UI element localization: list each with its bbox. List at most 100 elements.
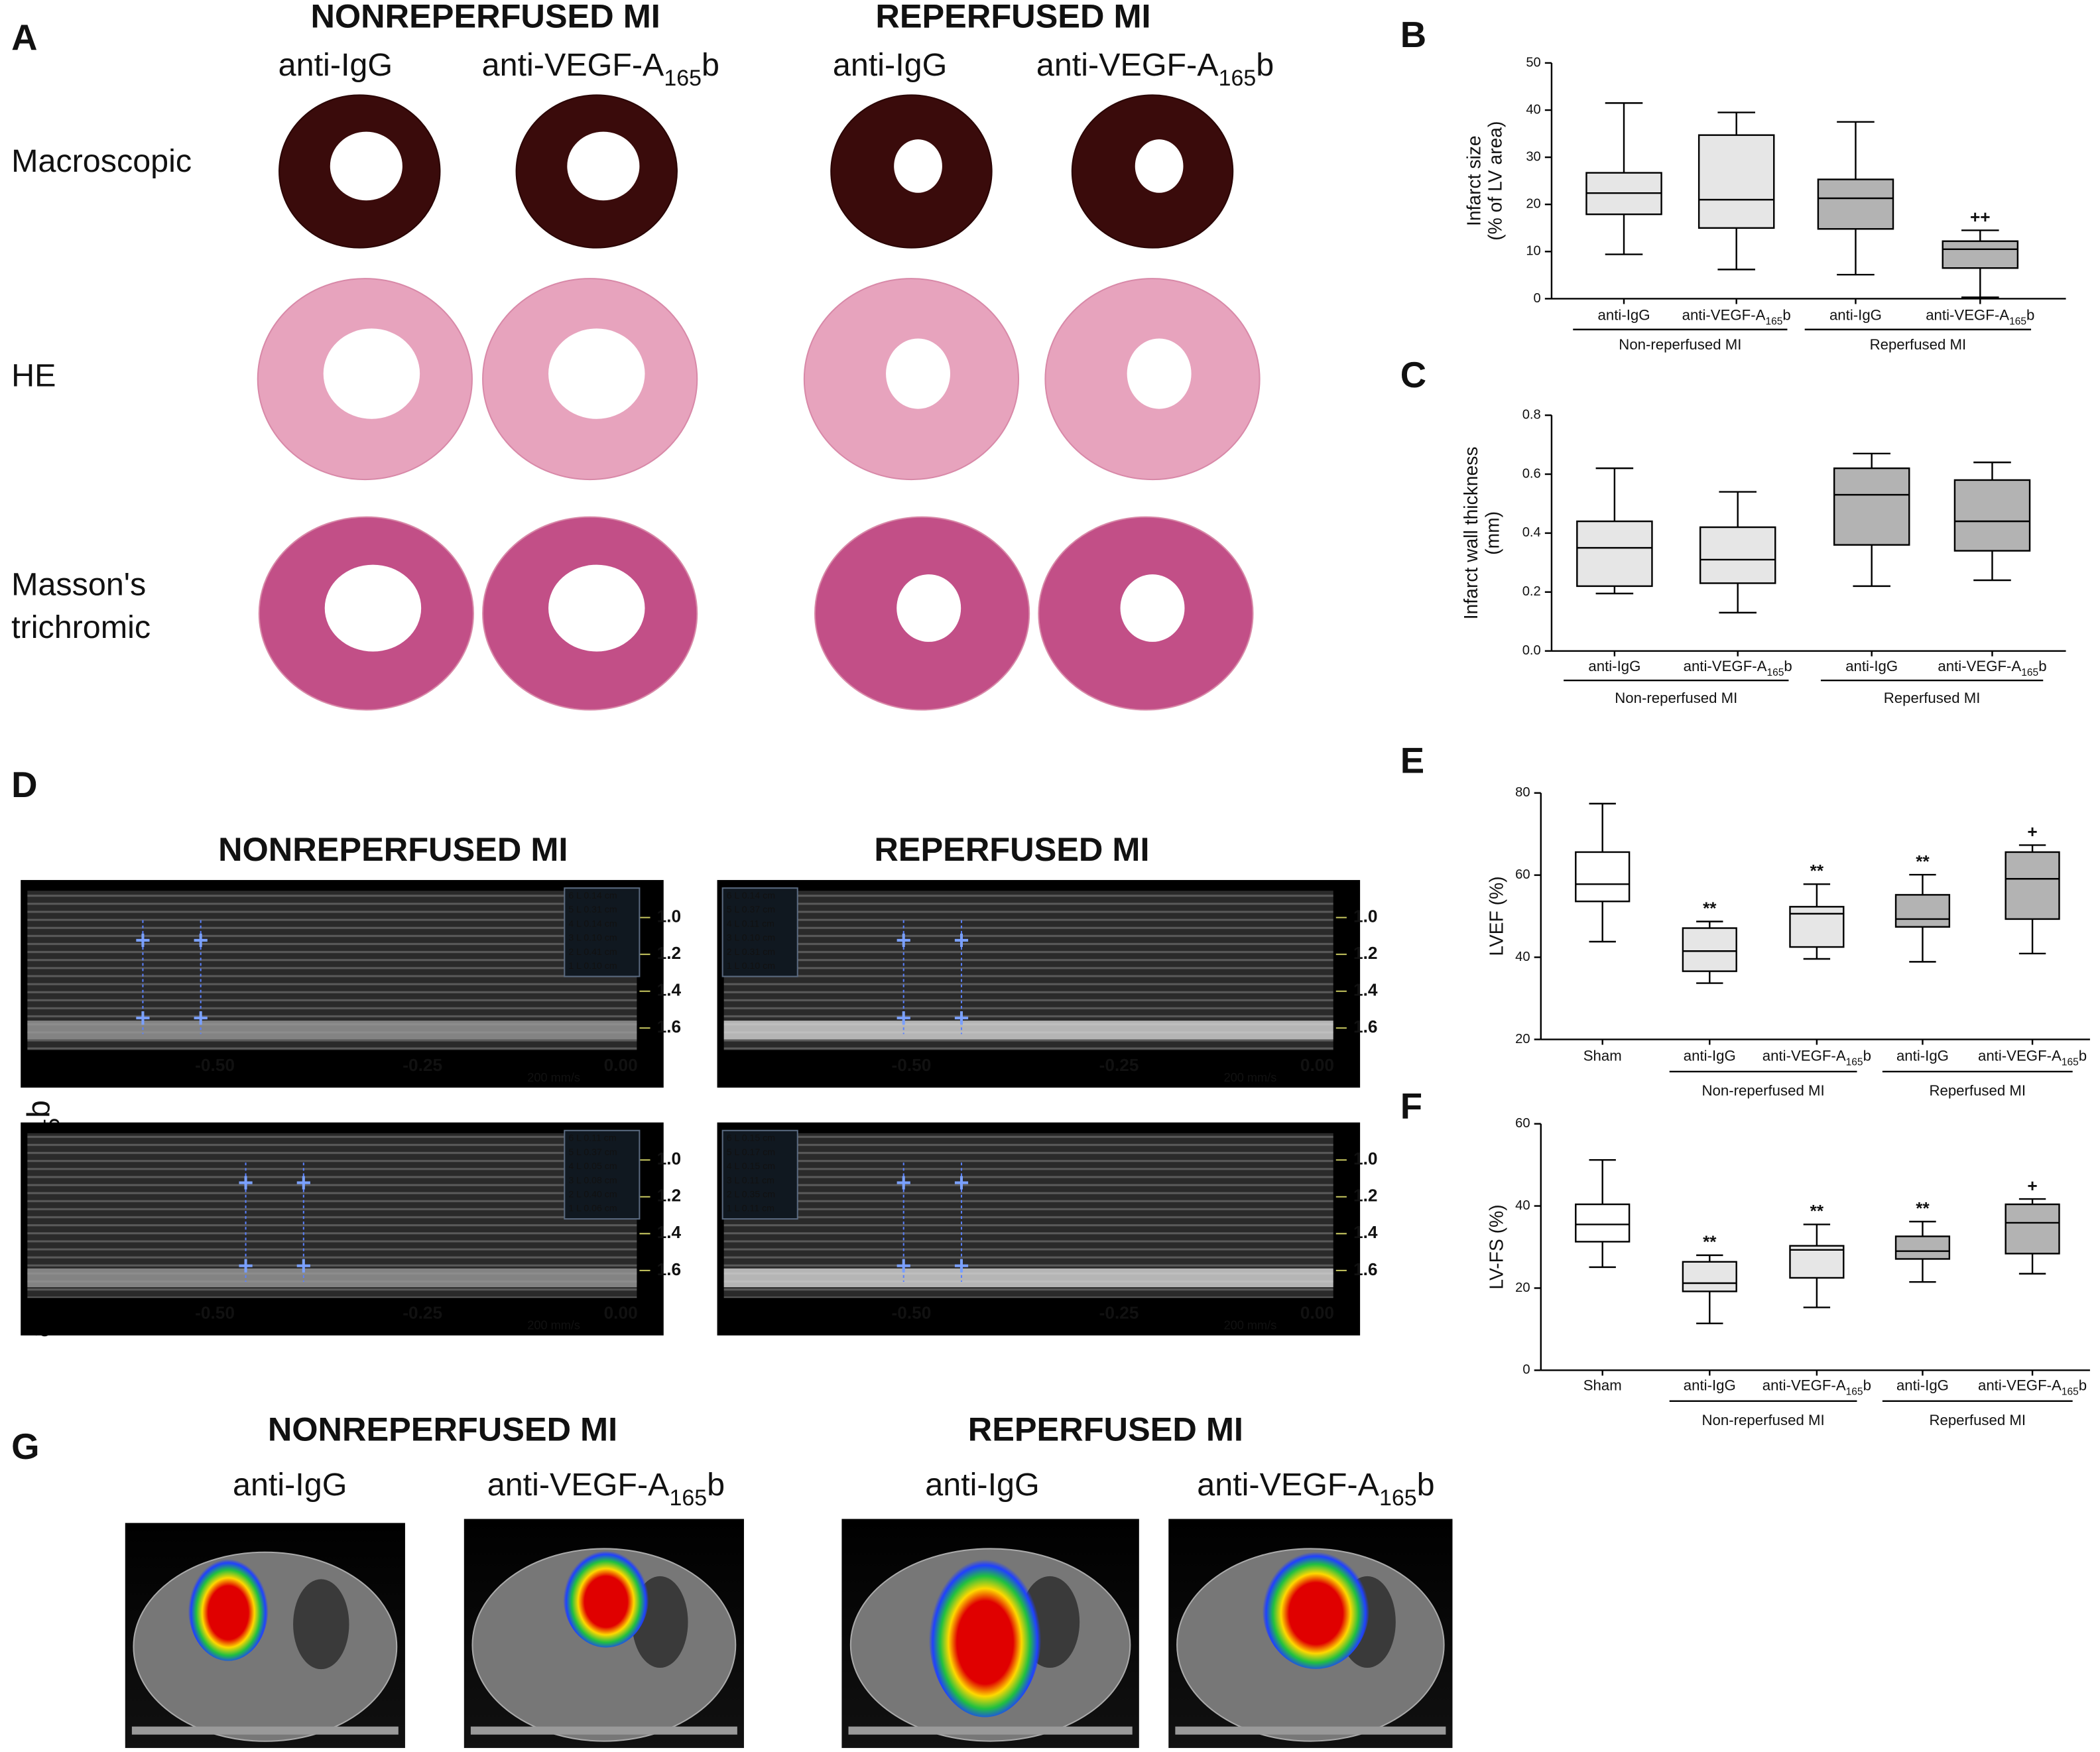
caliper-cross <box>954 933 969 948</box>
measurement: 3 L 0.10 cm <box>568 932 617 943</box>
y-axis-label: (% of LV area) <box>1485 121 1506 241</box>
measurement: 5 L 0.37 cm <box>727 904 775 914</box>
heart-lumen <box>548 564 645 652</box>
caliper-cross <box>896 1176 910 1190</box>
measurement: 4 L 0.14 cm <box>568 918 617 928</box>
x-tick-label: anti-IgG <box>1845 658 1898 674</box>
whisker-low <box>1803 947 1831 960</box>
depth-label: 1.2 <box>657 1186 682 1206</box>
x-tick-label: anti-VEGF-A165b <box>1762 1377 1871 1397</box>
measurement: 2 L 0.31 cm <box>727 946 775 957</box>
speed-label: 200 mm/s <box>1224 1071 1277 1084</box>
annotation: ** <box>1916 1198 1930 1218</box>
x-tick-label: Sham <box>1583 1048 1622 1064</box>
measurement: 6 L 0.14 cm <box>727 890 775 901</box>
label-part: b <box>707 1467 725 1503</box>
y-tick-label: 30 <box>1526 149 1540 164</box>
whisker-low <box>1973 550 2011 582</box>
box <box>2005 1203 2060 1255</box>
whisker-high <box>1803 883 1831 907</box>
measurement: 3 L 0.08 cm <box>568 1174 617 1185</box>
label-part: anti-VEGF-A <box>1978 1048 2062 1064</box>
heart-lumen <box>324 564 422 652</box>
whisker-low <box>1837 229 1875 276</box>
pet-uptake <box>1262 1545 1370 1669</box>
heart-lumen <box>886 338 951 409</box>
depth-label: 1.6 <box>1353 1017 1378 1036</box>
label-part: b <box>1256 47 1274 83</box>
measure-box <box>721 887 798 977</box>
group-title: REPERFUSED MI <box>874 830 1149 868</box>
annotation: ** <box>1810 1201 1824 1221</box>
box <box>1576 520 1653 588</box>
whisker-high <box>1589 802 1616 852</box>
column-label: anti-IgG <box>233 1467 347 1503</box>
group-label: Non-reperfused MI <box>1619 336 1741 353</box>
y-tick-label: 40 <box>1515 950 1530 964</box>
whisker-high <box>1909 873 1936 895</box>
label-part: b <box>21 1100 56 1118</box>
subscript: 165 <box>2062 1056 2079 1068</box>
whisker-low <box>1595 586 1634 595</box>
y-tick-label: 0.6 <box>1522 466 1541 481</box>
measurement: 4 L 0.05 cm <box>568 1160 617 1171</box>
ct-body <box>133 1551 398 1742</box>
box <box>1682 927 1737 972</box>
depth-label: 1.0 <box>657 907 682 926</box>
time-label: 0.00 <box>1300 1302 1334 1322</box>
measurement: 2 L 0.40 cm <box>568 1188 617 1199</box>
whisker-low <box>1961 268 1999 298</box>
y-tick-label: 0.2 <box>1522 584 1541 599</box>
group-label: Reperfused MI <box>1884 690 1981 706</box>
group-title: NONREPERFUSED MI <box>268 1410 617 1448</box>
y-tick-label: 60 <box>1515 1116 1530 1131</box>
box <box>1789 1245 1845 1279</box>
row-label: Masson's <box>11 567 146 603</box>
heart-lumen <box>567 131 640 201</box>
heart-lumen <box>1120 574 1185 642</box>
measurement: 6 L 0.14 cm <box>568 890 617 901</box>
whisker-high <box>1595 467 1634 522</box>
ct-lung <box>293 1579 349 1670</box>
whisker-high <box>1605 102 1643 173</box>
y-axis-label: LV-FS (%) <box>1486 1204 1507 1289</box>
ct-bed <box>1175 1726 1446 1735</box>
subscript: 165 <box>1846 1056 1863 1068</box>
heart-lumen <box>894 139 942 193</box>
subscript: 165 <box>1766 667 1784 678</box>
x-tick-label: anti-VEGF-A165b <box>1938 658 2046 678</box>
annotation: + <box>2027 822 2037 842</box>
label-part: b <box>1863 1048 1871 1064</box>
panel-letter: G <box>11 1426 39 1467</box>
box <box>1953 479 2031 552</box>
whisker-low <box>1909 1259 1936 1283</box>
speed-label: 200 mm/s <box>527 1318 580 1332</box>
whisker-high <box>2018 844 2046 852</box>
x-tick-label: anti-IgG <box>1684 1377 1736 1393</box>
ct-bed <box>131 1726 399 1735</box>
whisker-low <box>2018 1253 2046 1275</box>
whisker-high <box>1696 920 1723 928</box>
speed-label: 200 mm/s <box>1224 1318 1277 1332</box>
whisker-low <box>1909 926 1936 963</box>
y-tick-label: 0 <box>1522 1363 1530 1377</box>
whisker-high <box>1837 121 1875 180</box>
box <box>1789 906 1845 948</box>
label-part: anti-VEGF-A <box>1684 658 1767 674</box>
y-axis-label: (mm) <box>1482 511 1503 555</box>
label-part: anti-IgG <box>1896 1048 1949 1064</box>
echo-wall <box>723 1268 1333 1288</box>
box <box>1698 134 1775 229</box>
caliper-cross <box>239 1176 253 1190</box>
measure-box <box>564 1129 641 1220</box>
caliper-cross <box>296 1259 310 1273</box>
annotation: ** <box>1916 851 1930 871</box>
annotation: ** <box>1810 861 1824 881</box>
column-label: anti-IgG <box>925 1467 1039 1503</box>
group-title: REPERFUSED MI <box>875 0 1150 35</box>
measurement: 1 L 0.10 cm <box>568 960 617 971</box>
echo-wall <box>723 1021 1333 1040</box>
box <box>1699 526 1776 584</box>
annotation: + <box>2027 1176 2037 1196</box>
